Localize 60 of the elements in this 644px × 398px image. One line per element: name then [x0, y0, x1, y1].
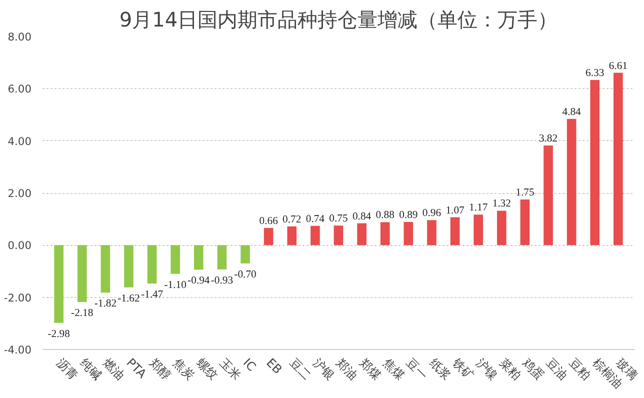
- data-label: 0.96: [422, 208, 442, 220]
- y-tick-label: -2.00: [4, 291, 32, 304]
- data-label: 3.82: [538, 134, 558, 145]
- data-label: 0.88: [376, 210, 394, 222]
- bar: [334, 226, 344, 246]
- data-label: 1.32: [492, 198, 511, 210]
- y-tick-label: 8.00: [8, 30, 32, 44]
- data-label: 0.72: [282, 214, 302, 226]
- bar: [287, 226, 297, 246]
- y-tick-label: 4.00: [8, 134, 32, 148]
- data-label: -0.70: [234, 269, 256, 280]
- data-label: -0.94: [188, 276, 210, 287]
- bar: [100, 245, 110, 293]
- x-tick-label: EB: [264, 356, 285, 377]
- chart-title: 9月14日国内期市品种持仓量增减（单位：万手）: [119, 8, 558, 32]
- bar: [380, 222, 390, 246]
- bar: [240, 245, 250, 264]
- bar: [147, 245, 157, 284]
- y-tick-label: 6.00: [8, 82, 32, 96]
- bar: [357, 223, 366, 246]
- data-label: 0.75: [329, 214, 348, 225]
- y-tick-label: 0.00: [8, 239, 32, 252]
- bar: [474, 214, 484, 246]
- bar: [520, 200, 530, 246]
- data-label: -2.98: [48, 328, 70, 340]
- bar: [404, 222, 414, 246]
- bar: [496, 210, 506, 246]
- data-label: -1.10: [164, 280, 186, 291]
- data-label: 0.74: [306, 214, 326, 225]
- bar: [77, 245, 87, 302]
- data-label: -1.47: [140, 290, 164, 301]
- bar: [614, 72, 623, 246]
- data-label: 4.84: [562, 106, 582, 118]
- bar: [566, 118, 576, 246]
- y-tick-label: 2.00: [8, 187, 32, 200]
- bar: [427, 220, 436, 246]
- data-label: 6.61: [608, 60, 628, 72]
- bar: [170, 245, 180, 274]
- bar: [217, 245, 227, 270]
- bar: [264, 228, 274, 246]
- x-tick-label: 豆粕: [566, 356, 594, 382]
- data-label: 0.66: [259, 216, 279, 227]
- bar: [590, 80, 600, 246]
- bar: [450, 217, 460, 246]
- y-tick-label: -4.00: [4, 344, 32, 356]
- bar: [124, 245, 134, 288]
- data-label: 1.75: [516, 188, 534, 199]
- data-label: 0.89: [399, 210, 418, 221]
- bar: [544, 146, 553, 246]
- bar: [310, 226, 320, 246]
- data-label: -2.18: [71, 308, 94, 320]
- bar: [194, 245, 204, 270]
- data-label: -0.93: [210, 275, 234, 286]
- data-label: 1.07: [446, 205, 466, 216]
- data-label: 1.17: [469, 202, 488, 214]
- data-label: -1.82: [94, 298, 117, 310]
- bar: [54, 245, 64, 323]
- data-label: 6.33: [586, 68, 604, 80]
- data-label: 0.84: [352, 211, 372, 222]
- data-label: -1.62: [118, 293, 140, 304]
